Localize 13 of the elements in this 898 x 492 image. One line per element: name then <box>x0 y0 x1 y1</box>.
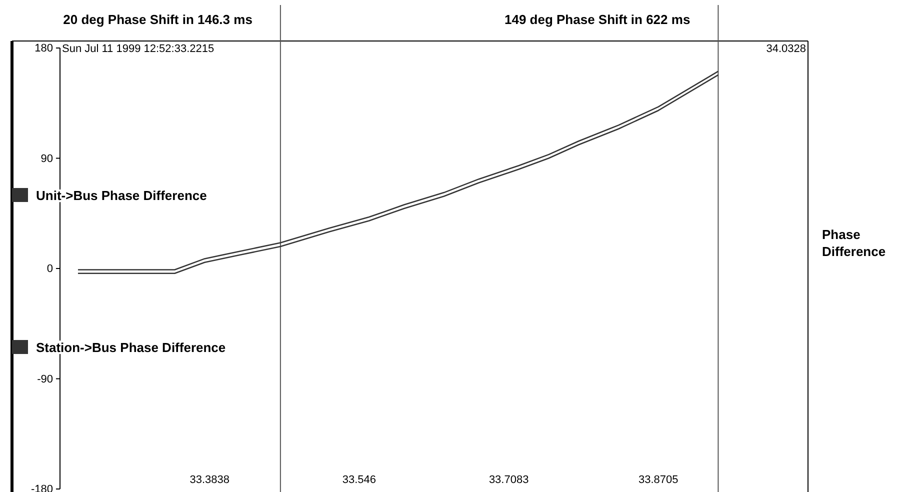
x-tick-label: 33.7083 <box>488 474 529 486</box>
y-tick-label: 0 <box>46 263 53 276</box>
y-tick-label: 180 <box>34 42 53 55</box>
y-tick-label: 90 <box>40 152 53 165</box>
ref-line-label: 149 deg Phase Shift in 622 ms <box>504 12 690 27</box>
y-tick-label: -90 <box>37 373 53 386</box>
annotation: 34.0328 <box>766 43 806 55</box>
ref-line-label: 20 deg Phase Shift in 146.3 ms <box>63 12 252 27</box>
x-tick-label: 33.8705 <box>638 474 678 486</box>
x-tick-label: 33.546 <box>342 474 376 486</box>
annotation: Sun Jul 11 1999 12:52:33.2215 <box>62 43 214 55</box>
y-axis-title: Phase Difference <box>822 227 886 259</box>
x-tick-label: 33.3838 <box>190 474 230 486</box>
